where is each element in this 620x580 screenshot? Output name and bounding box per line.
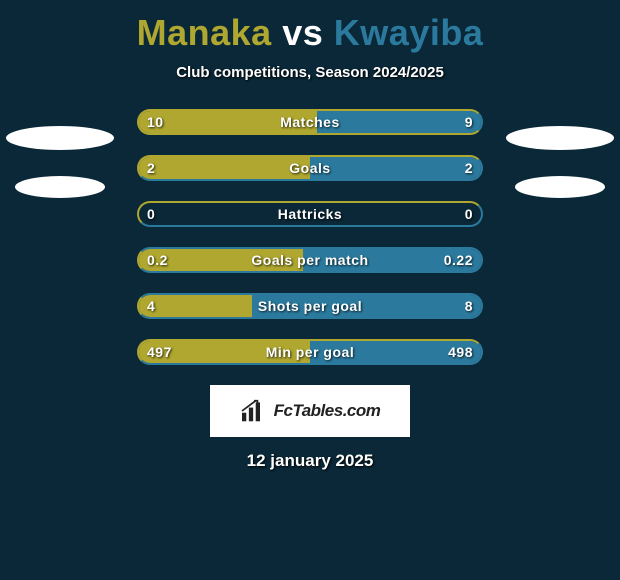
stat-row: 10Matches9 xyxy=(137,109,483,135)
decorative-ellipse xyxy=(15,176,105,198)
stat-label: Goals xyxy=(137,155,483,181)
logo-text: FcTables.com xyxy=(274,401,381,421)
player1-name: Manaka xyxy=(137,12,272,53)
stat-value-right: 2 xyxy=(465,155,473,181)
decorative-ellipse xyxy=(506,126,614,150)
stat-row: 0Hattricks0 xyxy=(137,201,483,227)
stat-label: Min per goal xyxy=(137,339,483,365)
stat-row: 0.2Goals per match0.22 xyxy=(137,247,483,273)
stat-value-right: 9 xyxy=(465,109,473,135)
stat-value-right: 8 xyxy=(465,293,473,319)
decorative-ellipse xyxy=(515,176,605,198)
vs-separator: vs xyxy=(282,12,323,53)
player2-name: Kwayiba xyxy=(334,12,484,53)
subtitle: Club competitions, Season 2024/2025 xyxy=(0,64,620,81)
stat-label: Matches xyxy=(137,109,483,135)
stat-row: 2Goals2 xyxy=(137,155,483,181)
stat-label: Shots per goal xyxy=(137,293,483,319)
comparison-title: Manaka vs Kwayiba xyxy=(0,0,620,54)
stat-row: 497Min per goal498 xyxy=(137,339,483,365)
stat-value-right: 0 xyxy=(465,201,473,227)
decorative-ellipse xyxy=(6,126,114,150)
stat-label: Goals per match xyxy=(137,247,483,273)
stat-value-right: 498 xyxy=(448,339,473,365)
stat-value-right: 0.22 xyxy=(444,247,473,273)
stat-label: Hattricks xyxy=(137,201,483,227)
stat-row: 4Shots per goal8 xyxy=(137,293,483,319)
bar-chart-icon xyxy=(240,399,268,423)
fctables-logo: FcTables.com xyxy=(210,385,410,437)
date: 12 january 2025 xyxy=(0,451,620,471)
